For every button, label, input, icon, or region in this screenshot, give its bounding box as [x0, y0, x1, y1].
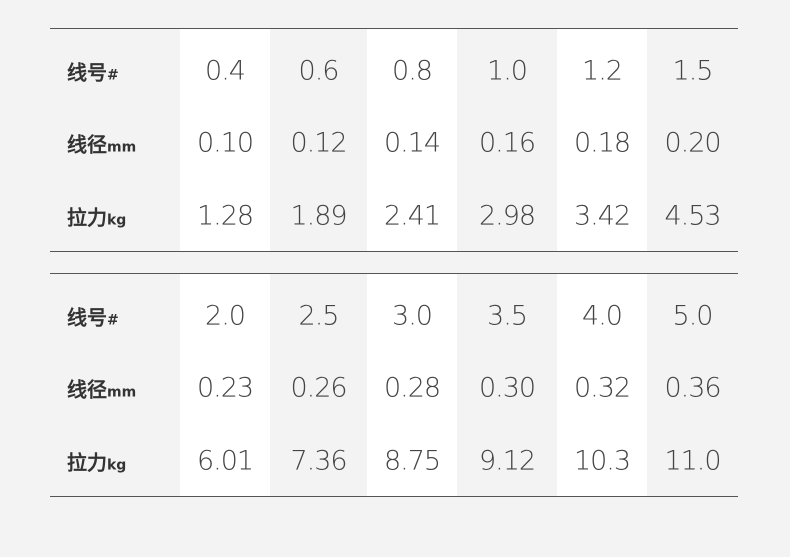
value-cell: 0.32 [573, 372, 631, 404]
value-cell: 1.89 [290, 200, 347, 232]
value-cell: 3.5 [487, 300, 528, 332]
column-bg [557, 29, 647, 251]
row-label: 线号# [67, 302, 119, 331]
value-cell: 7.36 [290, 445, 347, 477]
value-cell: 0.6 [298, 55, 340, 87]
label-text: 拉力 [67, 450, 107, 475]
value-cell: 0.36 [664, 372, 721, 404]
value-cell: 11.0 [664, 445, 721, 477]
value-cell: 3.42 [573, 200, 631, 232]
label-unit: kg [107, 212, 127, 229]
label-unit: kg [107, 457, 127, 474]
value-cell: 0.12 [290, 127, 347, 159]
column-bg [367, 274, 457, 496]
row-label: 线径mm [67, 374, 136, 403]
value-cell: 2.98 [478, 200, 536, 232]
column-bg [647, 274, 738, 496]
value-cell: 0.16 [478, 127, 536, 159]
value-cell: 0.14 [383, 127, 441, 159]
column-bg [457, 29, 557, 251]
label-unit: mm [107, 384, 137, 401]
label-text: 拉力 [67, 205, 107, 230]
value-cell: 5.0 [672, 300, 714, 332]
column-bg [367, 29, 457, 251]
value-cell: 1.2 [582, 55, 623, 87]
column-bg [180, 29, 270, 251]
value-cell: 2.41 [383, 200, 441, 232]
label-unit: # [107, 67, 119, 84]
value-cell: 0.30 [478, 372, 536, 404]
label-text: 线径 [67, 377, 107, 402]
value-cell: 6.01 [196, 445, 254, 477]
value-cell: 2.5 [298, 300, 340, 332]
column-bg [180, 274, 270, 496]
value-cell: 1.28 [196, 200, 254, 232]
label-unit: mm [107, 139, 137, 156]
value-cell: 0.28 [383, 372, 441, 404]
row-label: 拉力kg [67, 447, 126, 476]
value-cell: 0.26 [290, 372, 347, 404]
column-bg [647, 29, 738, 251]
value-cell: 8.75 [383, 445, 441, 477]
column-bg [270, 274, 367, 496]
value-cell: 0.18 [573, 127, 631, 159]
value-cell: 4.53 [664, 200, 721, 232]
value-cell: 1.0 [487, 55, 528, 87]
value-cell: 9.12 [478, 445, 536, 477]
value-cell: 0.23 [196, 372, 254, 404]
value-cell: 10.3 [573, 445, 631, 477]
label-text: 线径 [67, 132, 107, 157]
value-cell: 0.20 [664, 127, 721, 159]
column-bg [557, 274, 647, 496]
spec-table: 线号# 2.0 2.5 3.0 3.5 4.0 5.0 线径mm 0.23 0.26 0.28 0.3… [50, 273, 738, 497]
label-text: 线号 [67, 305, 107, 330]
value-cell: 0.8 [392, 55, 433, 87]
label-unit: # [107, 312, 119, 329]
value-cell: 0.4 [205, 55, 246, 87]
value-cell: 2.0 [205, 300, 246, 332]
column-bg [457, 274, 557, 496]
value-cell: 1.5 [672, 55, 714, 87]
column-bg [270, 29, 367, 251]
label-text: 线号 [67, 60, 107, 85]
row-label: 线号# [67, 57, 119, 86]
spec-table: 线号# 0.4 0.6 0.8 1.0 1.2 1.5 线径mm 0.10 0.12 0.14 0.1… [50, 28, 738, 252]
value-cell: 3.0 [392, 300, 433, 332]
value-cell: 0.10 [196, 127, 254, 159]
row-label: 线径mm [67, 129, 136, 158]
value-cell: 4.0 [582, 300, 623, 332]
row-label: 拉力kg [67, 202, 126, 231]
